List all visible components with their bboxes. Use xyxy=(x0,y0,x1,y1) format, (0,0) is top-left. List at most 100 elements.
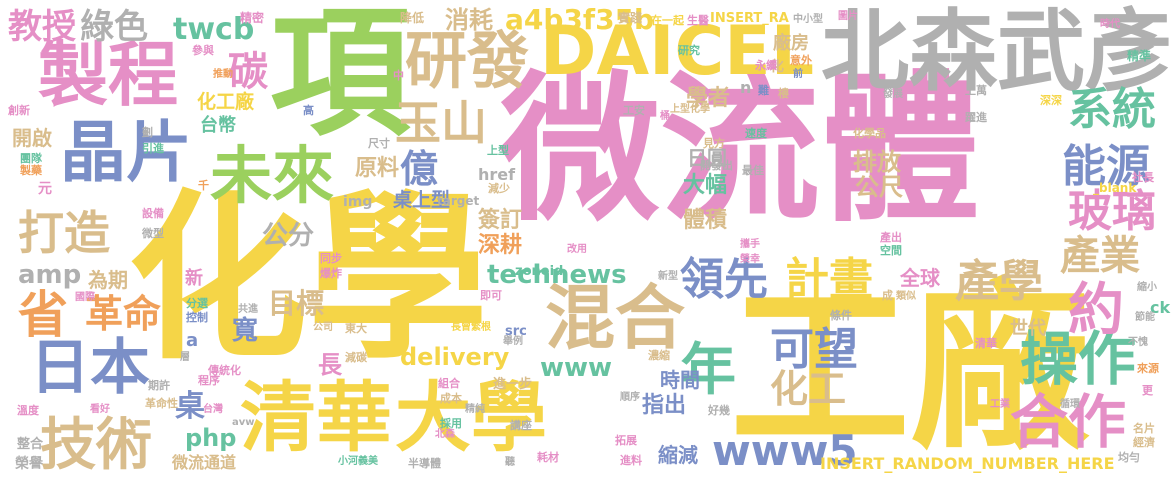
word: 耗材 xyxy=(537,451,559,464)
word: 打造 xyxy=(18,206,110,260)
word: 類似 xyxy=(896,291,916,302)
word: 傳統化 xyxy=(208,364,241,377)
word: 聽 xyxy=(505,457,515,468)
word: 寬 xyxy=(232,316,259,346)
word: 工安 xyxy=(623,104,645,117)
word: 整合 xyxy=(17,437,44,452)
word: 組合 xyxy=(438,377,460,390)
word: 控制 xyxy=(186,311,208,324)
word: 看好 xyxy=(90,404,110,415)
word: 操作 xyxy=(1020,325,1137,393)
word: 原料 xyxy=(355,156,400,181)
word: 意外 xyxy=(790,54,812,67)
word: 開啟 xyxy=(12,126,52,150)
word: 系統 xyxy=(1068,84,1156,135)
word: 樓 xyxy=(778,87,789,100)
word: avw xyxy=(232,417,255,428)
word: 尺寸 xyxy=(368,137,390,150)
word: 成本 xyxy=(440,392,462,405)
word: 最佳 xyxy=(742,164,764,177)
word: 實踐 xyxy=(618,11,643,25)
word: 設備 xyxy=(142,207,164,220)
word: 簽訂 xyxy=(478,208,523,233)
word: 減碳 xyxy=(345,351,367,364)
word: 圖片 xyxy=(838,11,858,22)
word: 永續 xyxy=(755,59,777,72)
word: ck xyxy=(1150,298,1171,317)
word: 學者 xyxy=(686,86,731,111)
word: 元 xyxy=(38,181,52,197)
word: img xyxy=(343,194,373,210)
word: 創新 xyxy=(8,104,30,117)
word: 榮幸 xyxy=(740,254,760,265)
word: 公分 xyxy=(262,221,315,251)
word: 約 xyxy=(1068,278,1124,343)
word: 名片 xyxy=(1133,422,1155,435)
word: n xyxy=(740,78,752,97)
word: 社長 xyxy=(1132,171,1154,184)
word: 能源 xyxy=(1062,141,1150,192)
word: 順序 xyxy=(620,392,640,403)
word: 製藥 xyxy=(20,164,42,177)
word: 拓展 xyxy=(615,434,637,447)
word: twcb xyxy=(173,12,255,47)
word: technews xyxy=(487,260,627,290)
word: 教授 xyxy=(8,7,76,47)
word: 進一步 xyxy=(493,377,533,392)
word: 工廠 xyxy=(730,265,1091,474)
word: 可望 xyxy=(770,324,858,375)
word: DAICEL xyxy=(540,12,815,91)
word: INSERT_RANDOM_NUMBER_HERE xyxy=(820,454,1115,473)
word: 躍進 xyxy=(965,111,987,124)
word: 改用 xyxy=(567,244,587,255)
word: 製程 xyxy=(38,34,178,116)
word: 新型 xyxy=(658,271,678,282)
word: 指出 xyxy=(642,393,687,418)
word: 難 xyxy=(758,84,769,97)
word: 革命 xyxy=(85,292,162,336)
word: 玻璃 xyxy=(1068,186,1156,237)
word: 混合 xyxy=(545,277,685,359)
word: a4b3f35b xyxy=(505,3,655,36)
word: 台幣 xyxy=(200,115,236,136)
word: 更 xyxy=(1142,384,1153,397)
word: 發展 xyxy=(883,89,903,100)
word: 前 xyxy=(793,69,803,80)
word: 團隊 xyxy=(20,152,42,165)
word: 產學 xyxy=(955,256,1043,307)
word: zoneid xyxy=(515,264,564,279)
word: 參與 xyxy=(192,44,214,57)
word: 經濟 xyxy=(1133,436,1155,449)
word: 技術 xyxy=(40,413,152,478)
word: 時代 xyxy=(1100,19,1120,30)
word: 綠色 xyxy=(80,7,148,47)
word: 計畫 xyxy=(785,254,873,305)
word: 小河義美 xyxy=(338,456,378,467)
word: href xyxy=(478,165,516,184)
word: 循環 xyxy=(1060,399,1080,410)
word: 革命性 xyxy=(145,397,178,410)
word: 產業 xyxy=(1060,233,1140,279)
word: 見方 xyxy=(703,137,725,150)
word: 均勻 xyxy=(1118,451,1140,464)
word: 年 xyxy=(680,338,736,403)
word: 深耕 xyxy=(478,233,523,258)
word: 廠房 xyxy=(773,33,809,54)
word: 微型 xyxy=(142,227,164,240)
word: 減少 xyxy=(488,182,510,195)
word: 成 xyxy=(882,289,893,302)
word: 引進 xyxy=(142,142,164,155)
word: 體積 xyxy=(683,208,728,233)
word: 北森 xyxy=(435,429,455,440)
word: delivery xyxy=(400,343,510,371)
word: 微流體 xyxy=(500,56,981,243)
word: www5 xyxy=(712,426,858,475)
word: 排放 xyxy=(853,148,901,176)
word: 層 xyxy=(180,352,190,363)
word: 攜手 xyxy=(740,239,760,250)
word: 世代 xyxy=(1010,318,1046,339)
word: 工業 xyxy=(990,399,1010,410)
word: 項 xyxy=(270,0,411,156)
word: 消耗 xyxy=(445,6,493,34)
